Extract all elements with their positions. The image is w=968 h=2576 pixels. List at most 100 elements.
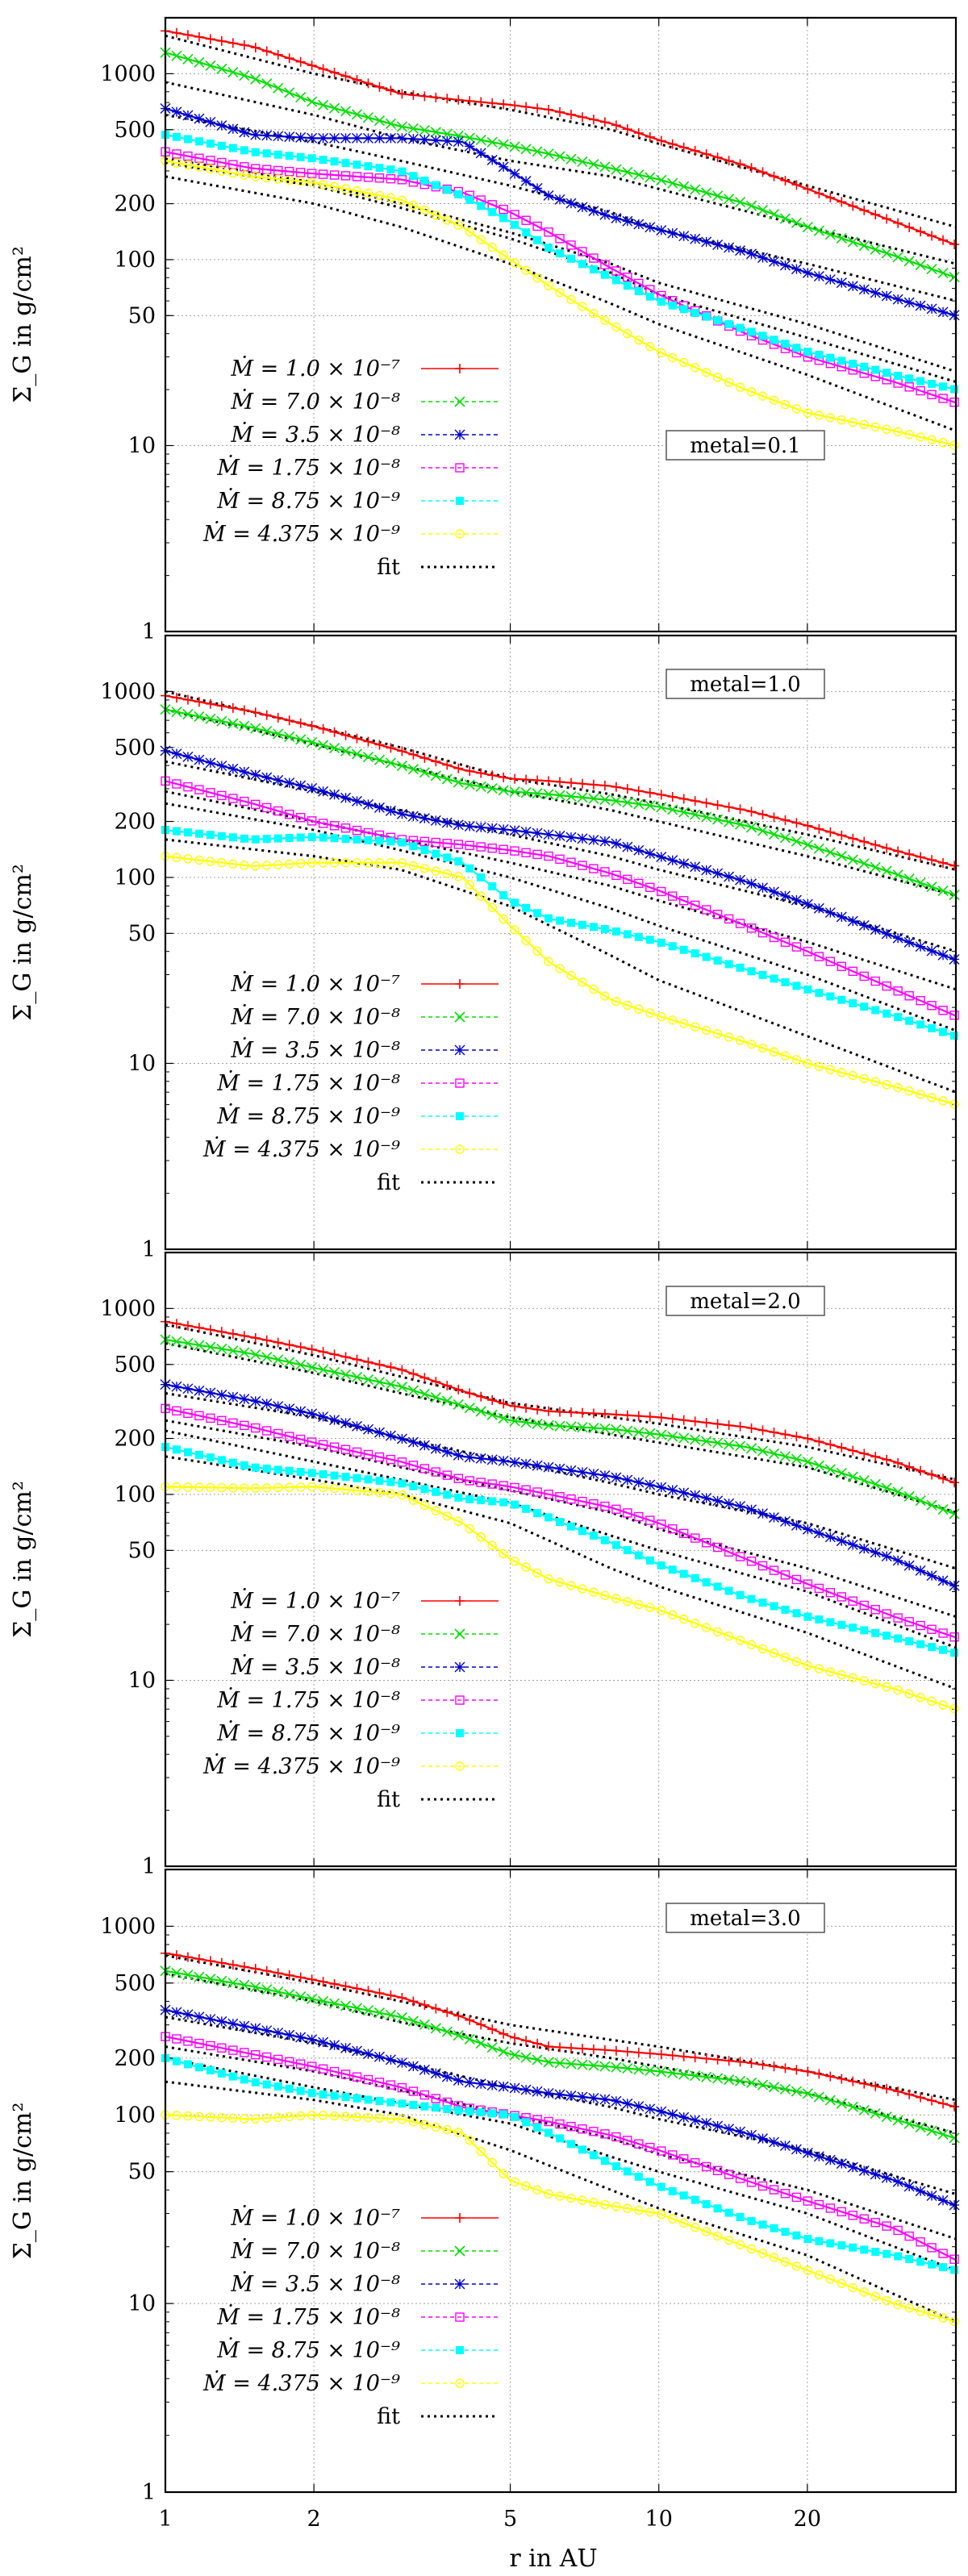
data-point [724,2170,734,2179]
data-point [690,2157,700,2168]
data-point [499,914,508,923]
legend-marker [455,1078,465,1088]
data-point [206,164,215,174]
data-point [240,146,248,155]
legend-marker [456,497,464,505]
data-point [803,985,812,994]
data-point [385,1430,396,1441]
data-point [825,957,836,966]
data-point [757,1561,768,1571]
data-point [712,152,723,163]
data-point [475,135,486,146]
data-point [442,2007,453,2017]
data-point [780,175,791,185]
data-point [768,828,780,840]
data-point [510,846,519,856]
data-point [183,854,193,864]
data-point [419,2090,430,2100]
data-point [430,815,441,826]
data-point [509,786,520,798]
data-point [768,2082,780,2093]
data-point [791,2261,802,2271]
data-point [307,132,318,144]
data-point [251,2050,261,2060]
data-point [837,1669,847,1680]
series-5 [161,826,959,1040]
data-point [487,2157,497,2168]
data-point [791,2065,802,2075]
data-point [273,131,284,142]
data-point [239,40,249,50]
data-point [565,777,576,788]
data-point [486,783,498,794]
data-point [950,2265,959,2274]
data-point [442,1470,452,1480]
data-point [171,2007,182,2018]
data-point [847,2101,858,2112]
data-point [589,984,599,994]
data-point [712,868,724,879]
data-point [307,1469,316,1478]
data-point [307,1993,318,2004]
data-point [227,38,238,48]
data-point [532,788,543,799]
data-point [453,1384,464,1394]
data-point [577,1407,587,1418]
data-point [386,837,395,846]
data-point [396,808,407,819]
legend-marker [456,1729,464,1737]
data-point [916,386,925,396]
data-point [477,202,486,210]
data-point [837,356,846,365]
data-point [611,2161,620,2170]
data-point [667,227,678,239]
data-point [509,1457,520,1468]
data-point [340,730,351,740]
data-point [814,1664,824,1674]
data-point [239,70,250,81]
data-point [273,1482,283,1493]
data-point [588,1468,599,1479]
data-point [870,2081,881,2091]
data-point [826,353,835,362]
data-point [757,2249,768,2258]
data-point [172,2057,181,2065]
data-point [565,1421,577,1432]
data-point [431,1377,441,1387]
data-point [408,861,419,871]
data-point [498,2046,509,2057]
data-point [465,1476,474,1486]
metal-annotation: metal=2.0 [666,1286,825,1316]
data-point [183,1482,193,1492]
data-point [486,823,498,834]
data-point [228,1418,238,1428]
data-point [633,219,645,230]
data-point [442,869,452,879]
data-point [475,1453,486,1464]
data-point [532,103,543,114]
series-4 [161,776,959,1020]
data-point [386,2114,396,2124]
data-point [554,790,565,801]
data-point [769,395,779,405]
data-point [870,924,881,936]
data-point [532,2185,542,2195]
data-point [498,161,509,173]
data-point [307,60,317,71]
data-point [318,132,329,144]
data-point [565,153,577,165]
data-point [362,1373,374,1386]
data-point [419,864,430,873]
data-point [849,360,857,369]
data-point [453,777,464,788]
data-point [892,2176,903,2187]
data-point [634,1599,644,1610]
y-tick-label: 100 [114,865,156,890]
data-point [521,936,531,945]
data-point [307,1482,317,1492]
metal-annotation: metal=1.0 [666,669,825,699]
data-point [453,1398,464,1410]
data-point [881,2172,892,2183]
data-point [295,2059,306,2069]
data-point [340,2042,352,2053]
